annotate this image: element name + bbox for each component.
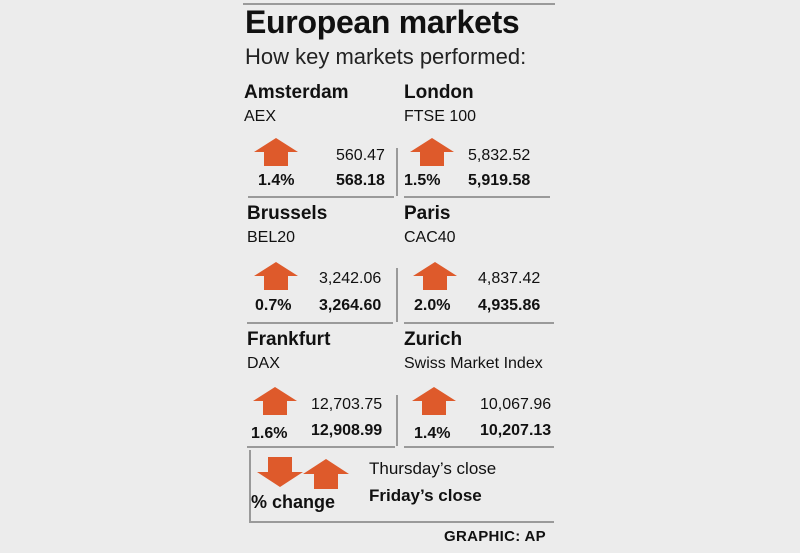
- arrow-up-icon: [254, 138, 298, 166]
- page-title: European markets: [245, 4, 520, 40]
- thursday-close: 12,703.75: [311, 396, 383, 413]
- percent-change: 1.4%: [414, 425, 451, 442]
- friday-close: 5,919.58: [468, 172, 531, 189]
- market-index: CAC40: [404, 229, 456, 246]
- cell-divider: [404, 196, 550, 198]
- market-frankfurt: Frankfurt DAX 1.6% 12,703.75 12,908.99: [247, 329, 407, 449]
- percent-change: 1.6%: [251, 425, 288, 442]
- thursday-close: 3,242.06: [319, 270, 382, 287]
- friday-close: 3,264.60: [319, 297, 382, 314]
- arrow-up-icon: [410, 138, 454, 166]
- percent-change: 2.0%: [414, 297, 451, 314]
- friday-close: 4,935.86: [478, 297, 541, 314]
- market-city: Frankfurt: [247, 329, 331, 350]
- arrow-up-icon: [253, 387, 297, 415]
- market-city: Brussels: [247, 203, 328, 224]
- percent-change: 0.7%: [255, 297, 292, 314]
- graphic-credit: GRAPHIC: AP: [444, 528, 546, 545]
- market-city: London: [404, 82, 474, 103]
- legend-percent-change: % change: [251, 492, 336, 512]
- market-index: FTSE 100: [404, 108, 477, 125]
- cell-divider: [248, 196, 394, 198]
- friday-close: 10,207.13: [480, 422, 552, 439]
- cell-divider: [247, 446, 395, 448]
- market-london: London FTSE 100 1.5% 5,832.52 5,919.58: [404, 82, 564, 202]
- market-city: Amsterdam: [244, 82, 349, 103]
- market-paris: Paris CAC40 2.0% 4,837.42 4,935.86: [404, 203, 564, 324]
- thursday-close: 10,067.96: [480, 396, 552, 413]
- legend-divider: [249, 521, 554, 523]
- arrow-up-icon: [254, 262, 298, 290]
- market-index: BEL20: [247, 229, 296, 246]
- cell-divider: [404, 322, 554, 324]
- percent-change: 1.5%: [404, 172, 441, 189]
- page-subtitle: How key markets performed:: [245, 44, 527, 69]
- thursday-close: 5,832.52: [468, 147, 531, 164]
- percent-change: 1.4%: [258, 172, 295, 189]
- market-amsterdam: Amsterdam AEX 1.4% 560.47 568.18: [244, 82, 404, 202]
- cell-divider: [247, 322, 393, 324]
- thursday-close: 4,837.42: [478, 270, 541, 287]
- column-divider: [396, 268, 398, 322]
- market-index: AEX: [244, 108, 277, 125]
- top-divider: [243, 3, 555, 5]
- cell-divider: [404, 446, 554, 448]
- arrow-down-icon: [257, 457, 303, 487]
- legend-thursday-close: Thursday’s close: [369, 459, 497, 478]
- arrow-up-icon: [413, 262, 457, 290]
- arrow-up-icon: [412, 387, 456, 415]
- column-divider: [396, 395, 398, 446]
- arrow-up-icon: [303, 459, 349, 489]
- friday-close: 12,908.99: [311, 422, 383, 439]
- market-city: Paris: [404, 203, 451, 224]
- market-city: Zurich: [404, 329, 463, 350]
- friday-close: 568.18: [336, 172, 385, 189]
- legend-left-border: [249, 450, 251, 523]
- market-zurich: Zurich Swiss Market Index 1.4% 10,067.96…: [404, 329, 564, 449]
- thursday-close: 560.47: [336, 147, 385, 164]
- legend-friday-close: Friday’s close: [369, 486, 482, 505]
- market-brussels: Brussels BEL20 0.7% 3,242.06 3,264.60: [247, 203, 407, 324]
- market-index: Swiss Market Index: [404, 355, 543, 372]
- column-divider: [396, 148, 398, 196]
- market-index: DAX: [247, 355, 280, 372]
